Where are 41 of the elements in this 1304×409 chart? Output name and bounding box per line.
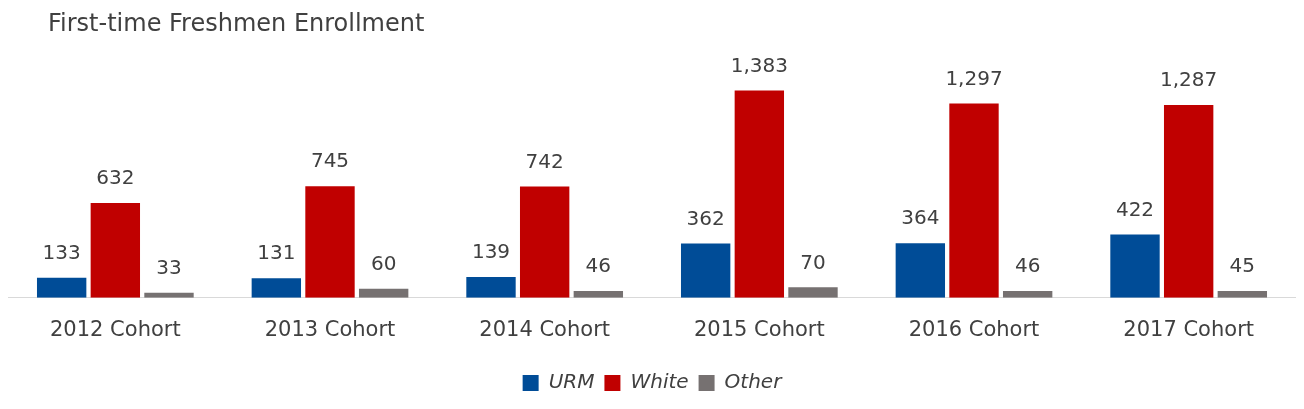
bar (251, 278, 302, 298)
bar (36, 277, 87, 298)
data-label: 60 (370, 251, 397, 276)
x-tick-label: 2017 Cohort (1123, 316, 1254, 341)
legend-label: URM (548, 369, 595, 394)
bar (466, 276, 516, 298)
x-tick-label: 2013 Cohort (264, 316, 396, 341)
data-label: 362 (686, 205, 725, 230)
data-label: 46 (585, 253, 612, 278)
data-label: 133 (42, 240, 81, 265)
x-tick-label: 2015 Cohort (694, 316, 825, 341)
bar (734, 90, 785, 298)
bar (1163, 104, 1214, 298)
legend-label: White (630, 369, 689, 394)
bar (949, 103, 999, 298)
data-label: 422 (1115, 196, 1155, 221)
data-label: 45 (1229, 253, 1256, 278)
data-label: 33 (156, 255, 182, 280)
bar (680, 243, 731, 298)
data-label: 1,287 (1160, 67, 1218, 92)
data-label: 745 (310, 148, 350, 173)
x-tick-label: 2016 Cohort (908, 316, 1040, 341)
data-label: 1,297 (945, 65, 1003, 90)
data-label: 632 (96, 165, 135, 190)
bar (895, 243, 946, 298)
data-label: 70 (800, 249, 826, 274)
bar (90, 203, 141, 298)
x-tick-label: 2012 Cohort (50, 316, 181, 341)
data-label: 46 (1014, 253, 1041, 278)
bar (1110, 234, 1160, 298)
data-label: 742 (525, 148, 564, 173)
data-label: 364 (901, 205, 940, 230)
bar (519, 186, 570, 298)
chart-title: First-time Freshmen Enrollment (47, 8, 426, 38)
x-tick-label: 2014 Cohort (479, 316, 610, 341)
bar (305, 186, 355, 298)
data-label: 1,383 (730, 52, 788, 77)
legend-label: Other (724, 369, 784, 394)
bar (788, 287, 838, 298)
data-label: 131 (257, 240, 296, 265)
data-label: 139 (471, 239, 511, 264)
